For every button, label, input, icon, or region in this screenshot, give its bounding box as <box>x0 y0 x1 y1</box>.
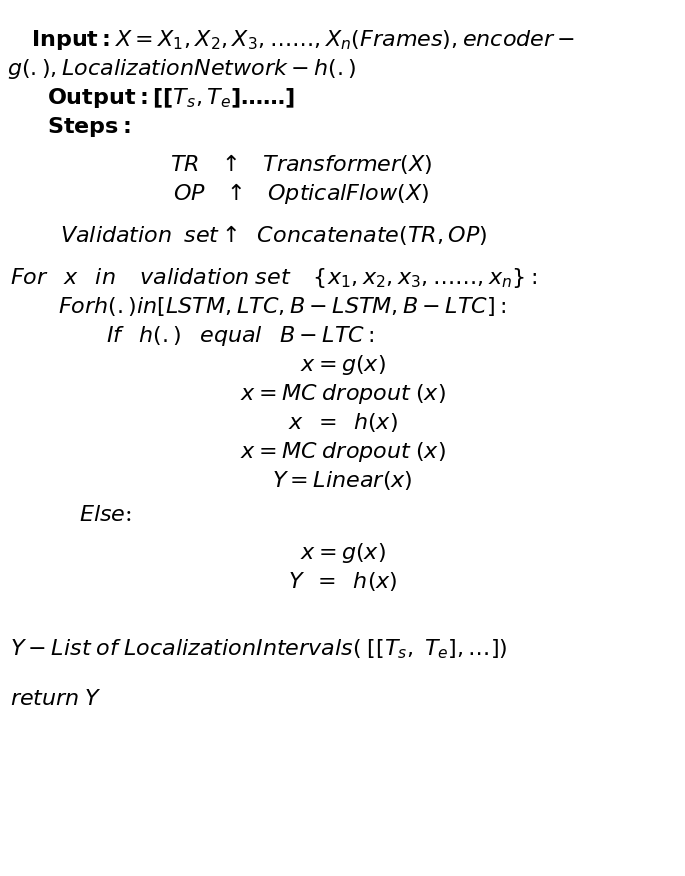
Text: $\mathit{For \;\;\; x \;\;\; in \;\;\;\; validation\; set \;\;\;\; \{x_1, x_2, x: $\mathit{For \;\;\; x \;\;\; in \;\;\;\;… <box>10 266 538 290</box>
Text: $\mathit{Validation \;\; set \uparrow \;\; Concatenate(TR, OP)}$: $\mathit{Validation \;\; set \uparrow \;… <box>60 223 488 246</box>
Text: $\mathbf{Input:}$$\mathit{X = X_1, X_2, X_3, \ldots\ldots, X_n(Frames), encoder-: $\mathbf{Input:}$$\mathit{X = X_1, X_2, … <box>31 28 575 52</box>
Text: $\mathit{TR \;\;\; \uparrow \;\;\; Transformer(X)}$: $\mathit{TR \;\;\; \uparrow \;\;\; Trans… <box>171 152 432 176</box>
Text: $\mathit{x = g(x)}$: $\mathit{x = g(x)}$ <box>299 353 386 377</box>
Text: $\mathbf{Steps:}$: $\mathbf{Steps:}$ <box>47 115 130 138</box>
Text: $\mathit{return\; Y}$: $\mathit{return\; Y}$ <box>10 688 102 710</box>
Text: $\mathit{x = MC\; dropout\; (x)}$: $\mathit{x = MC\; dropout\; (x)}$ <box>240 382 445 406</box>
Text: $\mathit{Else}$:: $\mathit{Else}$: <box>79 504 132 526</box>
Text: $\mathit{OP \;\;\; \uparrow \;\;\; OpticalFlow(X)}$: $\mathit{OP \;\;\; \uparrow \;\;\; Optic… <box>173 181 429 207</box>
Text: $\mathit{Forh(.)in[LSTM, LTC, B-LSTM, B-LTC]:}$: $\mathit{Forh(.)in[LSTM, LTC, B-LSTM, B-… <box>58 295 506 318</box>
Text: $\mathit{Y \;\;= \;\; h(x)}$: $\mathit{Y \;\;= \;\; h(x)}$ <box>288 570 397 593</box>
Text: $\mathit{If \;\;\; h(.) \;\;\; equal \;\;\; B-LTC:}$: $\mathit{If \;\;\; h(.) \;\;\; equal \;\… <box>106 324 375 348</box>
Text: $\mathit{g(.),LocalizationNetwork-h(.)}$: $\mathit{g(.),LocalizationNetwork-h(.)}$ <box>7 57 356 81</box>
Text: $\mathit{x \;\;= \;\; h(x)}$: $\mathit{x \;\;= \;\; h(x)}$ <box>288 411 397 434</box>
Text: $\mathit{x = MC\; dropout\; (x)}$: $\mathit{x = MC\; dropout\; (x)}$ <box>240 440 445 463</box>
Text: $\mathit{x = g(x)}$: $\mathit{x = g(x)}$ <box>299 541 386 565</box>
Text: $\mathit{Y - List\; of\; LocalizationIntervals(\;[[T_s,\; T_e],\ldots])}$: $\mathit{Y - List\; of\; LocalizationInt… <box>10 638 508 661</box>
Text: $\mathit{Y = Linear(x)}$: $\mathit{Y = Linear(x)}$ <box>272 469 413 491</box>
Text: $\mathbf{Output: [[}$$\mathit{T_s,T_e}$$\mathbf{]\ldots\ldots]}$: $\mathbf{Output: [[}$$\mathit{T_s,T_e}$$… <box>47 86 295 110</box>
